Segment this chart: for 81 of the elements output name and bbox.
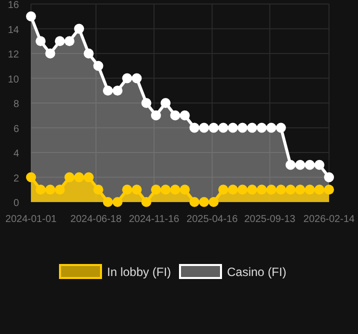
point [141,98,152,108]
point [276,122,286,133]
point [286,160,296,170]
point [102,86,113,96]
point [304,160,315,170]
point [199,197,210,207]
point [218,184,228,195]
point [122,73,132,84]
point [304,184,315,195]
point [45,48,56,58]
point [208,122,219,133]
point [228,122,238,133]
point [112,86,123,96]
point [237,122,248,133]
point [112,197,123,207]
x-tick-label: 2024-06-18 [70,214,122,225]
y-tick-label: 4 [13,148,20,160]
point [266,184,276,195]
x-tick-label: 2024-11-16 [128,214,180,225]
point [237,184,248,195]
point [64,36,74,46]
point [324,184,334,195]
point [150,184,161,195]
point [247,122,258,133]
point [132,73,142,84]
y-tick-label: 12 [8,50,20,60]
point [170,110,180,120]
point [26,11,36,22]
x-tick-label: 2025-04-16 [186,214,238,225]
point [84,48,94,58]
legend-label: In lobby (FI) [107,265,172,279]
point [247,184,258,195]
point [228,184,238,195]
point [189,197,200,207]
y-tick-label: 6 [13,124,20,135]
point [266,122,276,133]
point [256,184,267,195]
point [45,184,56,195]
point [26,172,36,182]
y-tick-label: 8 [13,99,20,110]
point [295,184,306,195]
point [218,122,228,133]
x-tick-label: 2026-02-14 [303,214,356,225]
y-tick-label: 10 [8,74,20,86]
x-tick-label: 2025-09-13 [244,214,296,225]
x-tick-label: 2024-01-01 [5,214,58,225]
legend-label: Casino (FI) [227,265,286,279]
point [54,184,65,195]
point [84,172,94,182]
point [54,36,65,46]
point [93,60,104,71]
point [180,184,190,195]
point [256,122,267,133]
point [199,122,210,133]
point [74,24,84,34]
point [295,160,306,170]
point [150,110,161,120]
point [276,184,286,195]
point [160,184,171,195]
point [160,98,171,108]
point [122,184,132,195]
y-tick-label: 2 [13,173,20,184]
point [132,184,142,195]
point [314,160,324,170]
point [286,184,296,195]
point [64,172,74,182]
point [102,197,113,207]
y-tick-label: 14 [8,24,20,36]
point [74,172,84,182]
point [141,197,152,207]
point [170,184,180,195]
point [324,172,334,182]
y-tick-label: 16 [8,0,20,11]
point [314,184,324,195]
point [180,110,190,120]
point [189,122,200,133]
point [93,184,104,195]
point [36,36,46,46]
point [36,184,46,195]
point [208,197,219,207]
y-tick-label: 0 [13,198,20,209]
